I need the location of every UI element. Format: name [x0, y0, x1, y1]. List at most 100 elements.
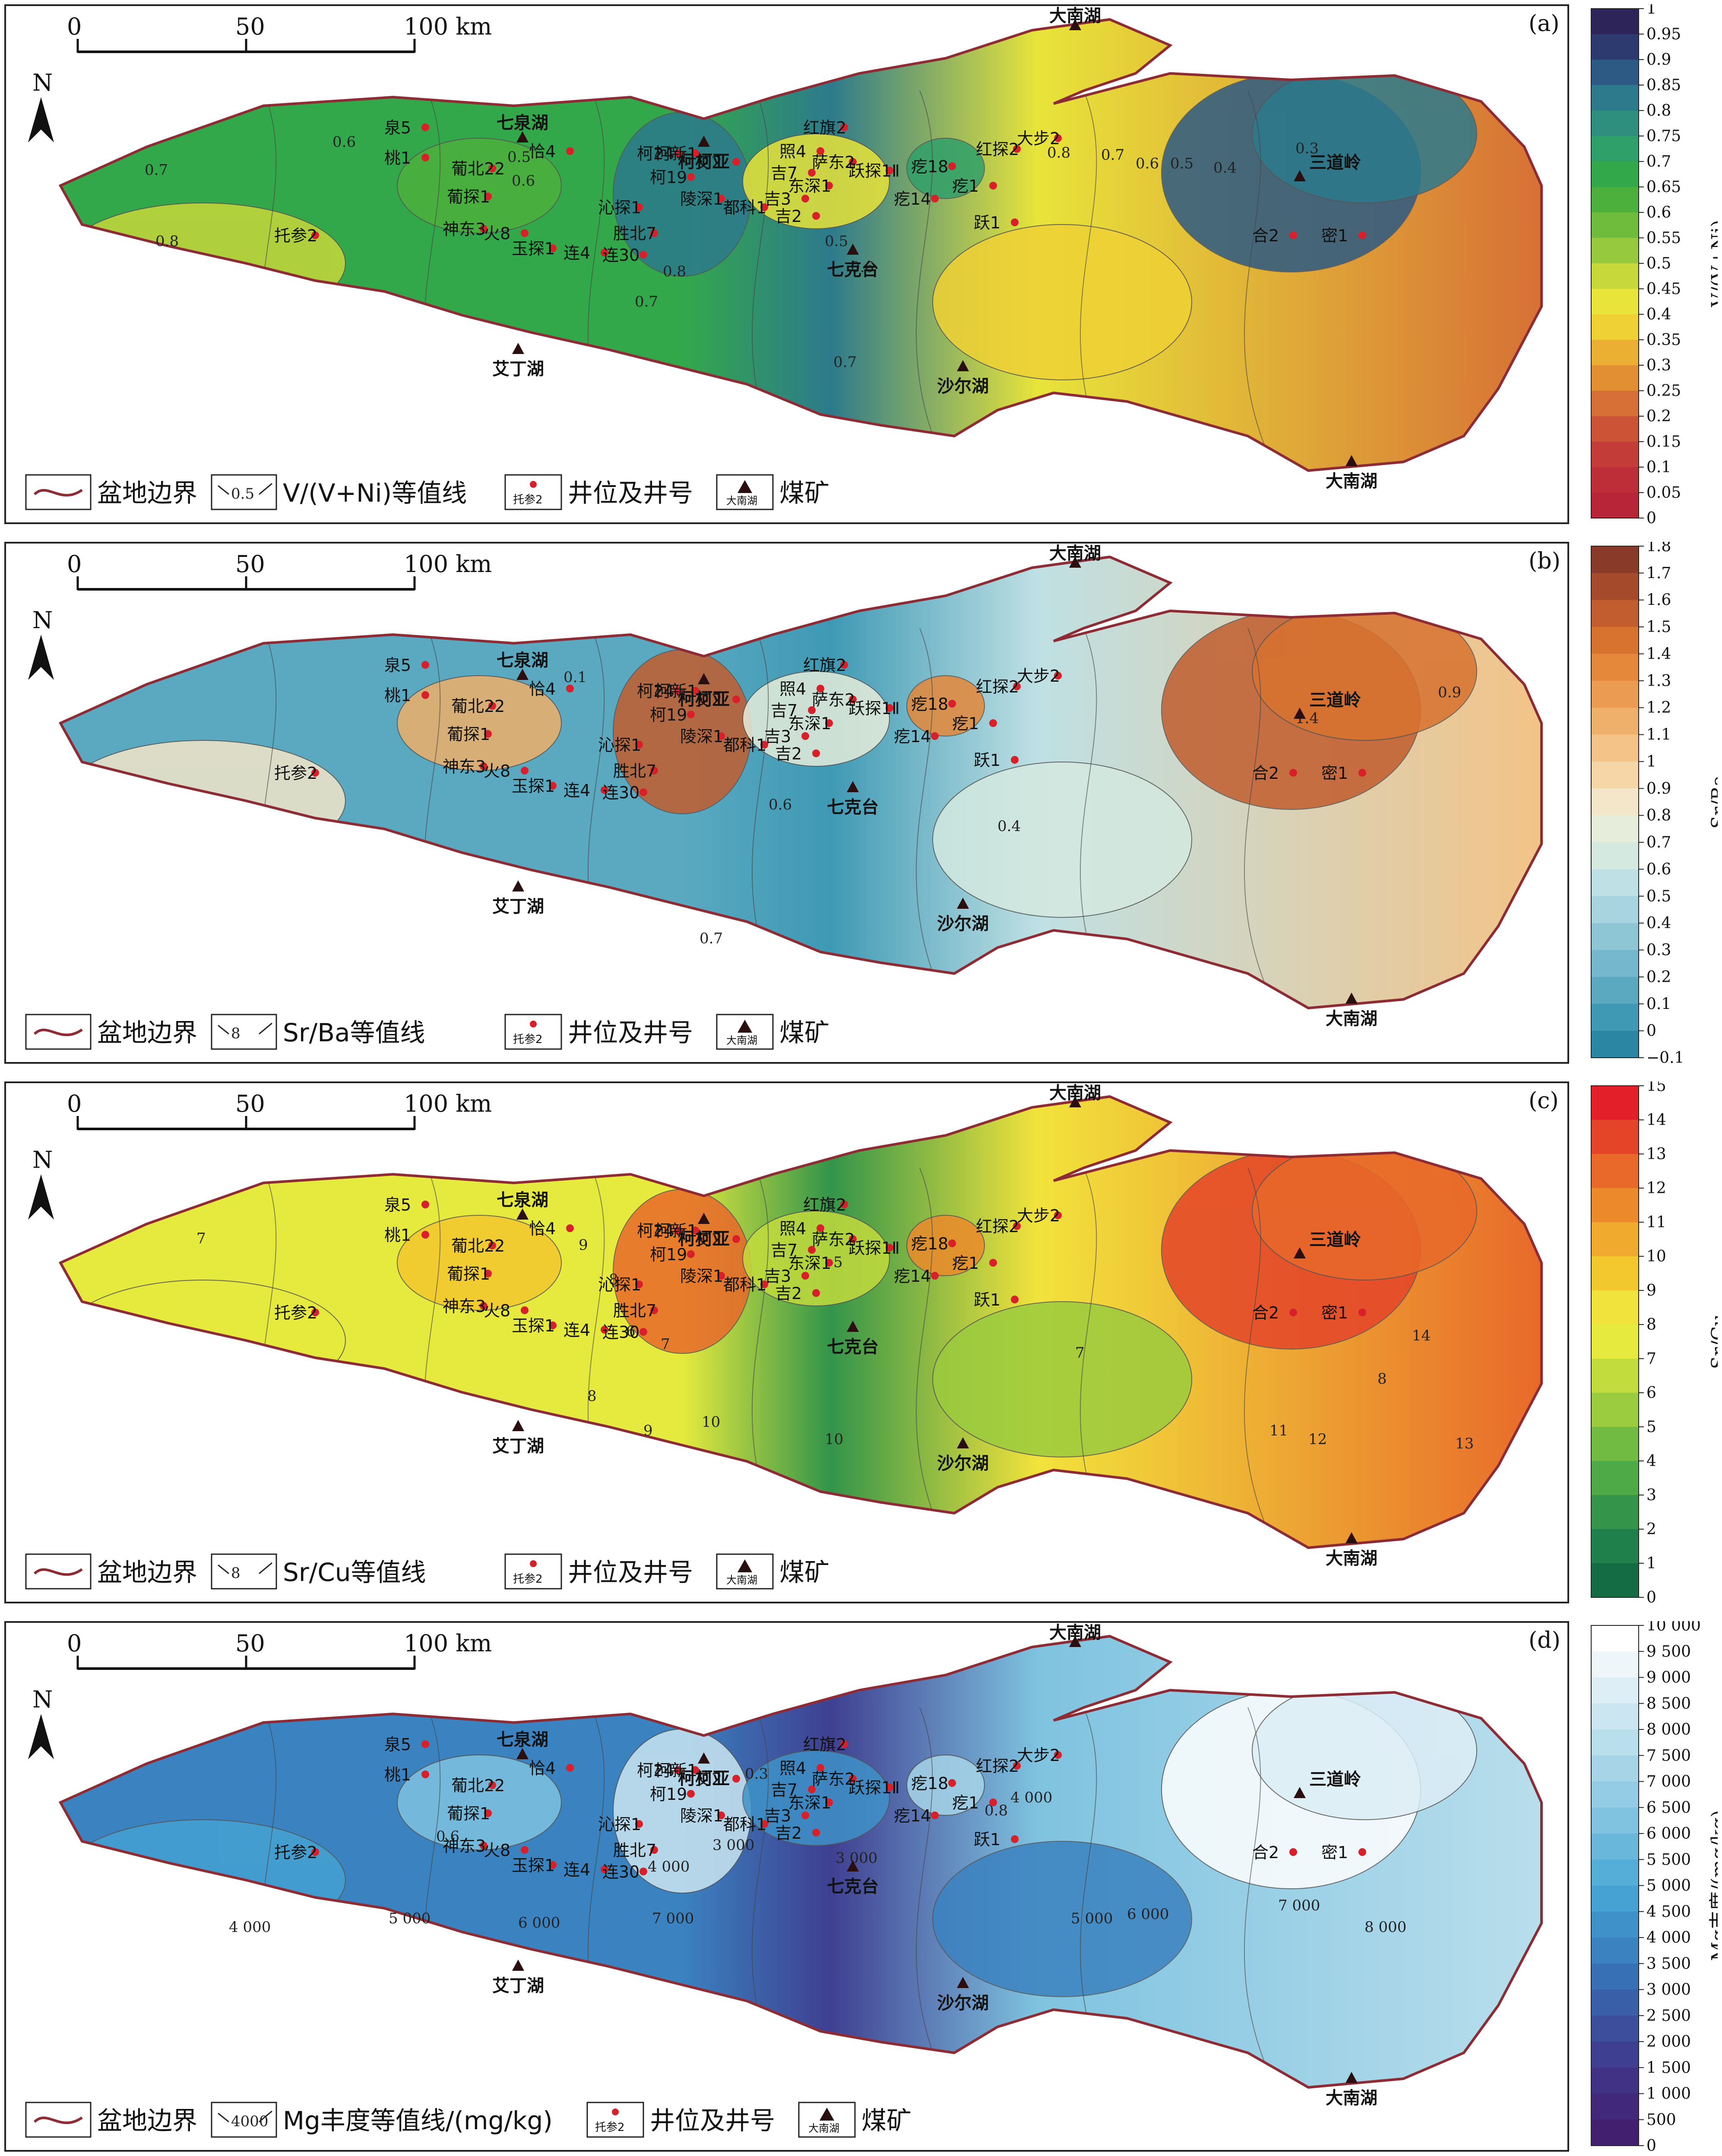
well-label: 恰4: [529, 142, 556, 161]
well-marker-icon: [849, 1775, 857, 1783]
contour-label: 7 000: [1278, 1897, 1320, 1914]
colorbar: 1 0.95 0.9 0.85 0.8 0.75 0.7 0.65 0.6 0.55 0.5 0.45…: [1591, 4, 1718, 525]
well-marker-icon: [931, 732, 939, 740]
contour-label: 0.8: [1047, 144, 1070, 161]
well-label: 疙14: [894, 1267, 931, 1286]
contour-label: 6 000: [1127, 1906, 1169, 1923]
well-marker-icon: [825, 1259, 833, 1267]
well-marker-icon: [1289, 231, 1297, 239]
north-arrow: N: [28, 69, 54, 142]
north-arrow: N: [28, 1146, 54, 1220]
well-label: 火8: [484, 762, 510, 781]
well-label: 陵深1: [680, 1267, 723, 1286]
mine-label: 艾丁湖: [492, 1436, 544, 1456]
colorbar-swatch: [1591, 1834, 1639, 1860]
colorbar-swatch: [1591, 2067, 1639, 2094]
mine-legend-icon: [738, 480, 752, 493]
mine-label: 柯柯亚: [678, 152, 730, 172]
colorbar-tick-label: 4 000: [1646, 1929, 1691, 1947]
scale-bar-tick: 100 km: [404, 13, 492, 40]
well-label: 萨东2: [812, 1770, 855, 1789]
well-label: 合2: [1252, 1843, 1279, 1862]
colorbar-swatch: [1591, 977, 1639, 1005]
colorbar-swatch: [1591, 1755, 1639, 1782]
contour-label: 4 000: [229, 1919, 271, 1936]
well-label: 连30: [602, 246, 639, 265]
contour-label: 3 000: [712, 1837, 754, 1854]
colorbar-tick-label: 1 000: [1646, 2085, 1691, 2103]
colorbar-swatch: [1591, 1651, 1639, 1678]
colorbar-tick-label: 0.45: [1646, 280, 1681, 298]
well-label: 柯新1: [654, 1761, 697, 1780]
well-marker-icon: [650, 229, 658, 237]
well-label: 照4: [779, 680, 806, 699]
colorbar-swatch: [1591, 950, 1639, 977]
well-marker-icon: [989, 1259, 997, 1267]
scale-bar-tick: 50: [235, 1630, 265, 1657]
coal-mine-icon: [1345, 2072, 1358, 2083]
well-marker-icon: [549, 782, 557, 790]
colorbar-swatch: [1591, 1563, 1639, 1598]
colorbar-swatch: [1591, 289, 1639, 315]
well-marker-icon: [732, 158, 740, 166]
colorbar-swatch: [1591, 314, 1639, 340]
colorbar-tick-label: 1.8: [1646, 542, 1671, 555]
mine-label: 七泉湖: [497, 113, 548, 133]
well-marker-icon: [989, 1799, 997, 1806]
colorbar-tick-label: 0.15: [1646, 433, 1681, 451]
boundary-legend-icon: [33, 489, 83, 497]
north-arrow: N: [28, 1686, 54, 1759]
legend-well-symbol-label: 托参2: [595, 2121, 625, 2134]
well-label: 都科1: [723, 1815, 766, 1834]
colorbar-tick-label: 1: [1646, 1555, 1656, 1572]
well-label: 东深1: [788, 1793, 831, 1812]
well-label: 密1: [1321, 1843, 1348, 1862]
well-label: 神东3: [443, 1837, 486, 1856]
mine-legend-icon: [820, 2108, 834, 2121]
colorbar-tick-label: 0.2: [1646, 968, 1671, 986]
contour-label: 0.1: [563, 669, 587, 686]
well-marker-icon: [717, 732, 725, 740]
scale-bar-tick: 50: [235, 550, 265, 578]
colorbar-tick-label: 0.35: [1646, 331, 1681, 349]
well-label: 吉3: [764, 1267, 791, 1286]
mine-label: 三道岭: [1309, 1230, 1361, 1250]
well-marker-icon: [812, 1829, 820, 1837]
well-marker-icon: [717, 1811, 725, 1819]
well-label: 泉5: [384, 1735, 411, 1754]
well-label: 柯24: [637, 682, 674, 701]
colorbar-swatch: [1591, 788, 1639, 816]
colorbar-tick-label: 0.6: [1646, 204, 1671, 221]
colorbar-tick-label: 0.6: [1646, 860, 1671, 878]
mine-label: 三道岭: [1309, 690, 1361, 710]
colorbar-swatch: [1591, 111, 1639, 136]
boundary-legend-icon: [33, 1568, 83, 1576]
well-label: 疙1: [952, 1793, 979, 1812]
well-label: 火8: [484, 1301, 510, 1320]
colorbar-swatch: [1591, 1359, 1639, 1393]
well-marker-icon: [825, 182, 833, 190]
well-marker-icon: [931, 1811, 939, 1819]
coal-mine-icon: [516, 1208, 529, 1220]
well-marker-icon: [760, 203, 768, 211]
well-label: 疙18: [911, 1774, 948, 1793]
well-label: 艾2: [695, 1230, 722, 1249]
colorbar-tick-label: 13: [1646, 1145, 1666, 1163]
well-label: 大步2: [1017, 1206, 1060, 1225]
well-marker-icon: [421, 1740, 429, 1748]
colorbar-tick-label: 1.6: [1646, 591, 1671, 609]
mine-label: 沙尔湖: [937, 1454, 989, 1473]
mine-label: 大南湖: [1049, 1623, 1101, 1643]
colorbar-swatch: [1591, 1427, 1639, 1461]
panel-d: 0.6 4 000 5 000 6 000 7 000 4 000 3 000 3 000 5 …: [4, 1621, 1718, 2152]
well-marker-icon: [948, 1239, 956, 1247]
scale-bar-tick: 100 km: [404, 550, 492, 578]
well-marker-icon: [311, 1848, 319, 1856]
well-marker-icon: [849, 1235, 857, 1243]
legend-boundary: 盆地边界: [97, 2106, 197, 2135]
well-marker-icon: [601, 1326, 608, 1334]
contour-label: 8: [609, 1271, 618, 1288]
mine-legend-icon: [738, 1559, 752, 1572]
